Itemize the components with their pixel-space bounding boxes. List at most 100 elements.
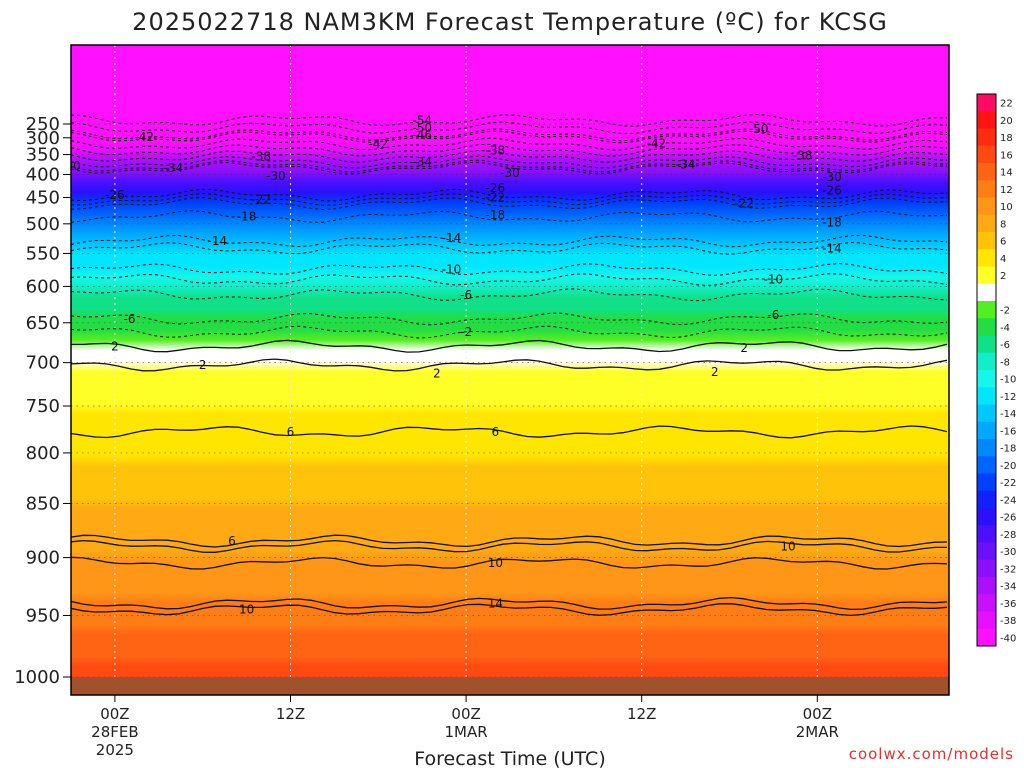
contour-label: -6 (460, 288, 472, 302)
plot-frame (70, 44, 950, 696)
colorbar-label: -8 (1000, 357, 1010, 368)
y-tick-label: 300 (26, 128, 60, 149)
contour-label: 10 (239, 602, 254, 616)
colorbar-label: 8 (1000, 219, 1006, 230)
colorbar-label: 14 (1000, 168, 1013, 179)
contour-label: -22 (734, 197, 754, 211)
credit-text: coolwx.com/models (849, 745, 1014, 763)
x-tick-label: 1MAR (445, 723, 488, 741)
contour-label: -38 (251, 149, 271, 163)
colorbar-swatch (977, 421, 996, 440)
x-tick-label: 28FEB (91, 723, 138, 741)
colorbar-label: 16 (1000, 150, 1013, 161)
x-tick-label: 12Z (276, 705, 305, 723)
colorbar-label: -40 (1000, 633, 1016, 644)
colorbar-label: -30 (1000, 547, 1016, 558)
colorbar-swatch (977, 163, 996, 181)
contour-lines (71, 113, 948, 617)
colorbar-label: 22 (1000, 99, 1013, 110)
contour-label: -6 (767, 308, 779, 322)
contour-label: -10 (442, 262, 462, 276)
colorbar-swatch (977, 594, 996, 612)
colorbar-swatch (977, 490, 996, 509)
contour-label: -22 (251, 193, 271, 207)
colorbar-label: -24 (1000, 495, 1016, 506)
x-tick-label: 00Z (803, 705, 832, 723)
colorbar-swatch (977, 508, 996, 526)
x-tick-label: 00Z (451, 705, 480, 723)
colorbar-swatch (977, 525, 996, 543)
contour-label: 2 (433, 367, 441, 381)
contour-label: -10 (764, 273, 784, 287)
contour-line (71, 556, 948, 570)
colorbar-label: -14 (1000, 409, 1016, 420)
contour-label: -50 (412, 121, 432, 135)
colorbar-label: -28 (1000, 530, 1016, 541)
colorbar-swatch (977, 249, 996, 267)
colorbar-swatch (977, 335, 996, 354)
colorbar-label: -6 (1000, 340, 1010, 351)
colorbar-swatch (977, 232, 996, 250)
y-tick-label: 350 (26, 145, 60, 166)
colorbar-label: -26 (1000, 513, 1016, 524)
y-tick-label: 650 (26, 313, 60, 334)
contour-label: -6 (124, 312, 136, 326)
contour-line (71, 358, 948, 372)
colorbar-label: -10 (1000, 375, 1016, 386)
chart-title: 2025022718 NAM3KM Forecast Temperature (… (132, 8, 888, 36)
ground-surface (71, 677, 949, 695)
y-tick-label: 800 (26, 443, 60, 464)
contour-label: -14 (442, 231, 462, 245)
contour-label: -22 (486, 191, 506, 205)
colorbar-swatch (977, 370, 996, 388)
x-axis-label: Forecast Time (UTC) (414, 748, 605, 768)
contour-label: -34 (676, 158, 696, 172)
colorbar-swatch (977, 214, 996, 233)
x-tick-label: 00Z (100, 705, 129, 723)
colorbar-swatch (977, 387, 996, 405)
contour-label: -14 (822, 241, 842, 255)
contour-label: -34 (412, 155, 432, 169)
colorbar-swatch (977, 473, 996, 492)
contour-label: -30 (500, 166, 520, 180)
y-tick-label: 600 (26, 276, 60, 297)
contour-line (71, 188, 948, 202)
colorbar-label: 18 (1000, 133, 1013, 144)
contour-label: -18 (822, 216, 842, 230)
plot-area: -54-50 -50-46-42-42 -42-38 -38 -38-34-34 -34-… (61, 45, 949, 677)
colorbar-label: -2 (1000, 306, 1010, 317)
colorbar-label: 20 (1000, 116, 1013, 127)
colorbar-swatch (977, 128, 996, 147)
contour-label: -46 (412, 128, 432, 142)
contour-label: -30 (61, 159, 81, 173)
colorbar-swatch (977, 456, 996, 474)
contour-label: 2 (111, 339, 119, 353)
y-tick-label: 250 (26, 114, 60, 135)
colorbar-label: -32 (1000, 564, 1016, 575)
colorbar-swatch (977, 301, 996, 319)
x-tick-label: 2MAR (796, 723, 839, 741)
contour-label: -26 (822, 183, 842, 197)
contour-line (71, 339, 948, 353)
y-tick-label: 500 (26, 214, 60, 235)
contour-label: -34 (164, 161, 184, 175)
x-tick-label: 12Z (627, 705, 656, 723)
x-tick-label: 2025 (96, 741, 134, 759)
y-tick-label: 550 (26, 243, 60, 264)
contour-label: 6 (492, 425, 500, 439)
contour-label: 6 (228, 534, 236, 548)
contour-line (71, 596, 948, 611)
y-tick-label: 400 (26, 164, 60, 185)
colorbar-swatch (977, 145, 996, 164)
contour-line (71, 193, 948, 206)
colorbar-label: -4 (1000, 323, 1010, 334)
contour-label: -18 (237, 210, 257, 224)
contour-label: -42 (368, 137, 388, 151)
colorbar-swatch (977, 266, 996, 285)
contour-label: -42 (134, 130, 154, 144)
colorbar-swatch (977, 628, 996, 647)
contour-label: -54 (412, 113, 432, 127)
